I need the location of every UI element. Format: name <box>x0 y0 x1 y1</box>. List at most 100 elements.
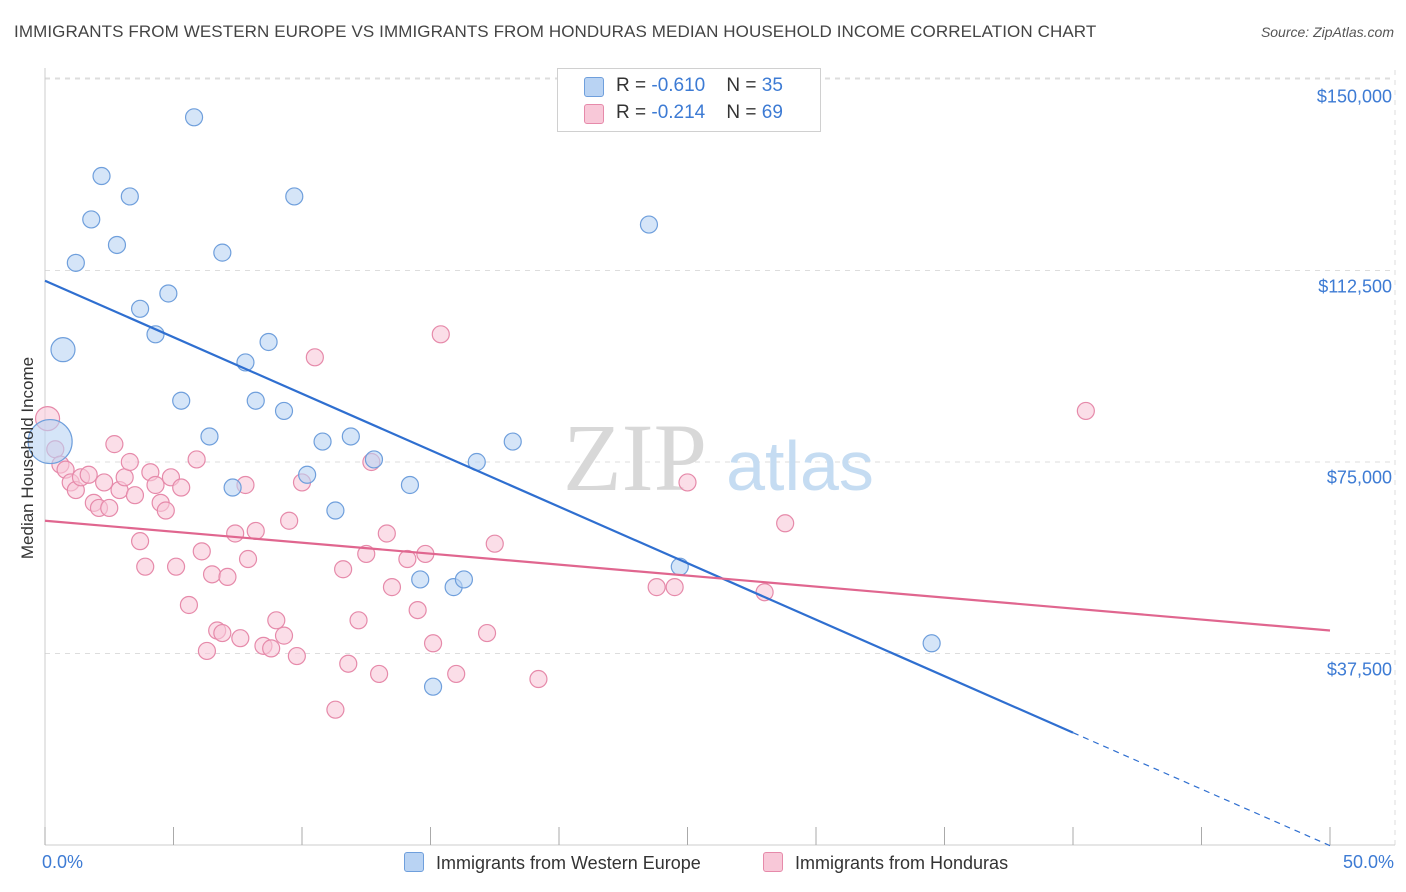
honduras-point <box>146 475 165 495</box>
honduras-point <box>218 567 237 587</box>
honduras-point <box>274 626 294 645</box>
honduras-point <box>305 348 324 367</box>
western-europe-point <box>66 253 85 272</box>
honduras-point <box>370 664 389 684</box>
honduras-point <box>267 611 286 630</box>
western-europe-point <box>50 337 76 363</box>
honduras-point <box>231 629 250 648</box>
honduras-point <box>1076 401 1095 421</box>
honduras-point <box>447 664 466 684</box>
legend-swatch-blue <box>584 77 604 97</box>
watermark: ZIP atlas <box>563 404 874 511</box>
honduras-point <box>166 557 186 576</box>
legend-n-label: N = <box>726 102 762 123</box>
western-europe-point <box>313 432 332 451</box>
watermark-atlas: atlas <box>726 427 874 505</box>
honduras-point <box>79 465 98 484</box>
honduras-point <box>197 641 217 661</box>
honduras-point <box>179 595 199 615</box>
chart-title: IMMIGRANTS FROM WESTERN EUROPE VS IMMIGR… <box>14 22 1097 41</box>
honduras-point <box>287 646 306 666</box>
western-europe-point <box>364 450 384 469</box>
honduras-point <box>776 514 795 533</box>
western-europe-point <box>639 215 659 234</box>
western-europe-trend-extension <box>1072 732 1331 847</box>
honduras-point <box>339 654 358 673</box>
honduras-point <box>377 524 396 543</box>
legend-n-value: 69 <box>761 102 783 123</box>
honduras-point <box>172 478 191 497</box>
bottom-legend-label: Immigrants from Honduras <box>795 853 1009 873</box>
western-europe-point <box>503 432 522 451</box>
honduras-trend-line <box>44 519 1331 632</box>
y-tick-label: $37,500 <box>1326 659 1392 680</box>
bottom-legend-label: Immigrants from Western Europe <box>436 853 701 873</box>
source-label: Source: ZipAtlas.com <box>1260 24 1394 40</box>
trend-lines <box>44 279 1331 847</box>
western-europe-point <box>184 108 204 127</box>
honduras-point <box>431 325 450 344</box>
honduras-point <box>665 578 684 597</box>
honduras-point <box>349 611 368 630</box>
western-europe-point <box>411 570 430 589</box>
western-europe-point <box>423 677 443 696</box>
honduras-point <box>382 578 402 597</box>
honduras-point <box>125 486 145 505</box>
honduras-point <box>485 534 504 553</box>
gridlines <box>45 70 1396 845</box>
y-tick-label: $75,000 <box>1326 467 1392 488</box>
honduras-point <box>357 544 376 564</box>
western-europe-point <box>27 418 73 465</box>
honduras-point <box>105 435 124 454</box>
honduras-point <box>100 498 119 518</box>
western-europe-point <box>213 243 232 262</box>
correlation-legend: R = -0.610 N = 35 R = -0.214 N = 69 <box>557 68 821 132</box>
honduras-point <box>238 549 258 569</box>
legend-r-value: -0.610 <box>651 75 706 96</box>
western-europe-point <box>274 401 294 421</box>
y-tick-label: $112,500 <box>1318 276 1392 297</box>
bottom-legend-swatch-pink <box>763 852 783 872</box>
bottom-legend-western-europe: Immigrants from Western Europe <box>404 852 701 874</box>
western-europe-point <box>172 391 191 410</box>
western-europe-point <box>82 210 101 229</box>
legend-r-value: -0.214 <box>651 102 706 123</box>
western-europe-point <box>922 634 941 653</box>
honduras-point <box>156 501 175 520</box>
series-honduras-points <box>34 325 1095 719</box>
x-tick-label-max: 50.0% <box>1342 852 1394 872</box>
western-europe-point <box>130 299 150 318</box>
legend-n-value: 35 <box>761 75 783 96</box>
western-europe-point <box>259 332 278 352</box>
honduras-point <box>423 634 443 653</box>
legend-r-label: R = <box>616 102 652 123</box>
western-europe-point <box>298 465 317 484</box>
honduras-point <box>120 452 139 472</box>
western-europe-point <box>400 475 420 495</box>
honduras-point <box>130 532 150 551</box>
western-europe-point <box>246 391 265 410</box>
western-europe-point <box>120 187 139 206</box>
honduras-point <box>529 669 548 689</box>
honduras-point <box>202 565 222 584</box>
honduras-point <box>246 521 265 541</box>
honduras-point <box>226 524 245 543</box>
honduras-point <box>678 473 697 492</box>
western-europe-point <box>223 478 242 497</box>
y-axis-label: Median Household Income <box>18 356 37 560</box>
honduras-point <box>647 578 666 597</box>
western-europe-point <box>200 427 219 446</box>
western-europe-point <box>107 235 127 255</box>
honduras-point <box>408 600 427 620</box>
honduras-point <box>192 542 211 561</box>
honduras-point <box>334 560 353 579</box>
western-europe-point <box>454 570 474 589</box>
bottom-legend-honduras: Immigrants from Honduras <box>763 852 1008 874</box>
y-tick-label: $150,000 <box>1316 86 1392 107</box>
axes <box>44 68 1395 846</box>
honduras-point <box>213 623 232 643</box>
western-europe-point <box>159 284 178 303</box>
western-europe-trend-line <box>44 279 1074 734</box>
honduras-point <box>398 549 417 569</box>
